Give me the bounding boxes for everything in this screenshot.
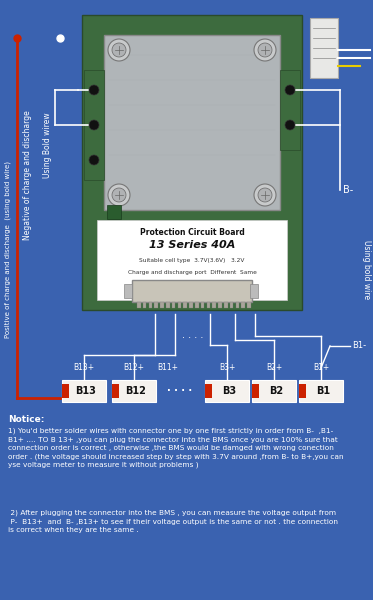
Text: B2+: B2+ xyxy=(266,364,282,373)
Circle shape xyxy=(254,184,276,206)
Bar xyxy=(280,70,300,150)
Bar xyxy=(124,284,132,298)
Bar xyxy=(205,384,212,398)
Text: Using Bold wirew: Using Bold wirew xyxy=(43,112,51,178)
Bar xyxy=(184,302,187,308)
Text: B13: B13 xyxy=(76,386,97,396)
Bar xyxy=(252,380,296,402)
Text: Protection Circuit Board: Protection Circuit Board xyxy=(140,228,244,237)
Bar xyxy=(154,302,158,308)
Circle shape xyxy=(258,188,272,202)
Text: B1-: B1- xyxy=(352,341,366,350)
Text: B12+: B12+ xyxy=(123,364,144,373)
Bar xyxy=(104,35,280,210)
Text: 2) After plugging the connector into the BMS , you can measure the voltage outpu: 2) After plugging the connector into the… xyxy=(8,510,338,533)
Bar xyxy=(162,380,198,402)
Bar xyxy=(137,302,141,308)
Bar xyxy=(82,15,302,310)
Circle shape xyxy=(258,43,272,57)
Bar xyxy=(201,302,204,308)
Bar xyxy=(207,302,210,308)
Circle shape xyxy=(254,39,276,61)
Text: B-: B- xyxy=(343,185,353,195)
Circle shape xyxy=(285,120,295,130)
Circle shape xyxy=(108,184,130,206)
Text: B3: B3 xyxy=(222,386,236,396)
Bar xyxy=(132,280,252,302)
Bar xyxy=(250,284,258,298)
Circle shape xyxy=(112,43,126,57)
Text: Suitable cell type  3.7V(3.6V)   3.2V: Suitable cell type 3.7V(3.6V) 3.2V xyxy=(139,258,245,263)
Bar xyxy=(172,302,175,308)
Text: B13+: B13+ xyxy=(73,364,95,373)
Text: Positive of charge and discharge  (using bold wire): Positive of charge and discharge (using … xyxy=(5,161,11,338)
Text: Notice:: Notice: xyxy=(8,415,44,424)
Text: B11+: B11+ xyxy=(157,364,179,373)
Bar xyxy=(84,70,104,180)
Bar xyxy=(247,302,251,308)
Text: B1: B1 xyxy=(316,386,330,396)
Bar xyxy=(310,18,338,78)
Bar xyxy=(160,302,164,308)
Bar xyxy=(224,302,228,308)
Circle shape xyxy=(89,155,99,165)
Bar xyxy=(189,302,193,308)
Bar xyxy=(236,302,239,308)
Text: Negative of charge and discharge: Negative of charge and discharge xyxy=(23,110,32,240)
Text: · · · ·: · · · · xyxy=(167,386,192,396)
Bar xyxy=(62,380,106,402)
Text: B1+: B1+ xyxy=(313,364,329,373)
Bar xyxy=(143,302,146,308)
Circle shape xyxy=(89,120,99,130)
Text: B3+: B3+ xyxy=(219,364,235,373)
Text: B2: B2 xyxy=(269,386,283,396)
Bar xyxy=(218,302,222,308)
Bar xyxy=(166,302,169,308)
Text: Charge and discharge port  Different  Same: Charge and discharge port Different Same xyxy=(128,270,257,275)
Bar xyxy=(148,302,152,308)
Circle shape xyxy=(285,85,295,95)
Bar xyxy=(112,384,119,398)
Bar xyxy=(212,302,216,308)
Circle shape xyxy=(89,85,99,95)
Bar xyxy=(241,302,245,308)
Bar xyxy=(195,302,198,308)
Bar xyxy=(107,205,121,219)
Bar xyxy=(230,302,233,308)
Bar xyxy=(299,380,343,402)
Text: · · · ·: · · · · xyxy=(182,333,204,343)
Bar xyxy=(112,380,156,402)
Bar xyxy=(299,384,306,398)
Bar xyxy=(62,384,69,398)
Circle shape xyxy=(112,188,126,202)
Text: Using bold wire: Using bold wire xyxy=(363,241,372,299)
Circle shape xyxy=(108,39,130,61)
Bar xyxy=(252,384,259,398)
Bar xyxy=(205,380,249,402)
Bar xyxy=(97,220,287,300)
Bar xyxy=(178,302,181,308)
Text: B12: B12 xyxy=(126,386,147,396)
Text: 1) You'd better solder wires with connector one by one first strictly in order f: 1) You'd better solder wires with connec… xyxy=(8,428,344,469)
Text: 13 Series 40A: 13 Series 40A xyxy=(149,240,235,250)
